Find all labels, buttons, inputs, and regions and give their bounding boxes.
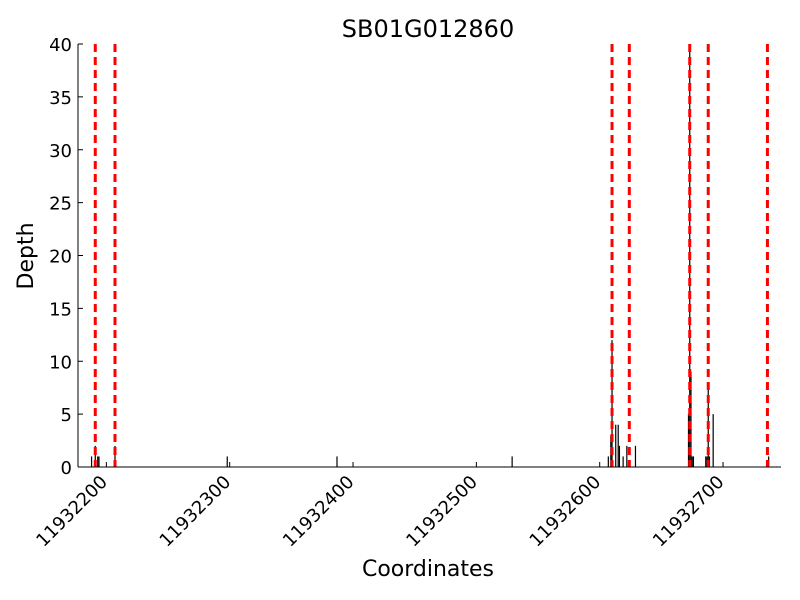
chart-title: SB01G012860: [342, 15, 514, 43]
depth-bar: [615, 424, 617, 467]
depth-bar: [336, 456, 338, 467]
y-tick-label: 0: [61, 458, 72, 479]
x-axis-label: Coordinates: [362, 557, 494, 582]
x-tick-label: 11932200: [32, 472, 112, 552]
depth-bar: [618, 445, 621, 467]
depth-bar: [97, 456, 99, 467]
depth-bar: [634, 445, 637, 467]
x-tick-label: 11932600: [526, 472, 606, 552]
depth-bar: [94, 445, 96, 467]
depth-bar: [692, 456, 695, 467]
y-tick-label: 20: [49, 247, 72, 268]
depth-bar: [607, 456, 609, 467]
depth-bar: [712, 414, 714, 467]
y-tick-label: 10: [49, 352, 72, 373]
depth-bar: [226, 456, 228, 467]
y-tick-label: 30: [49, 141, 72, 162]
depth-bar: [626, 445, 628, 467]
depth-bar: [622, 456, 624, 467]
depth-bar: [690, 371, 692, 467]
reference-lines: [93, 44, 769, 467]
x-tick-label: 11932300: [156, 472, 236, 552]
x-tick-label: 11932500: [402, 472, 482, 552]
depth-bar: [617, 424, 619, 467]
y-axis-label: Depth: [14, 222, 39, 289]
depth-bar: [511, 456, 513, 467]
y-tick-label: 25: [49, 194, 72, 215]
y-tick-label: 35: [49, 88, 72, 109]
depth-bar: [114, 445, 116, 467]
axes: 0 5 10 15 20 25 30 35 40 11932200 11932300 11932400…: [32, 35, 781, 551]
y-tick-label: 5: [61, 405, 72, 426]
depth-bar: [611, 340, 613, 467]
y-tick-label: 15: [49, 299, 72, 320]
x-tick-label: 11932400: [279, 472, 359, 552]
depth-bars: [90, 44, 770, 467]
x-tick-label: 11932700: [649, 472, 729, 552]
depth-bar: [705, 456, 707, 467]
y-tick-label: 40: [49, 35, 72, 56]
depth-bar: [90, 456, 93, 467]
depth-bar: [691, 456, 693, 467]
depth-bar: [98, 456, 100, 467]
